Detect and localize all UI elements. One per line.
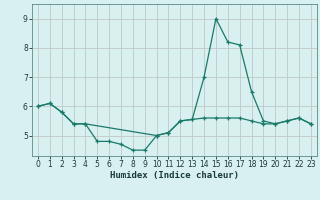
X-axis label: Humidex (Indice chaleur): Humidex (Indice chaleur) (110, 171, 239, 180)
